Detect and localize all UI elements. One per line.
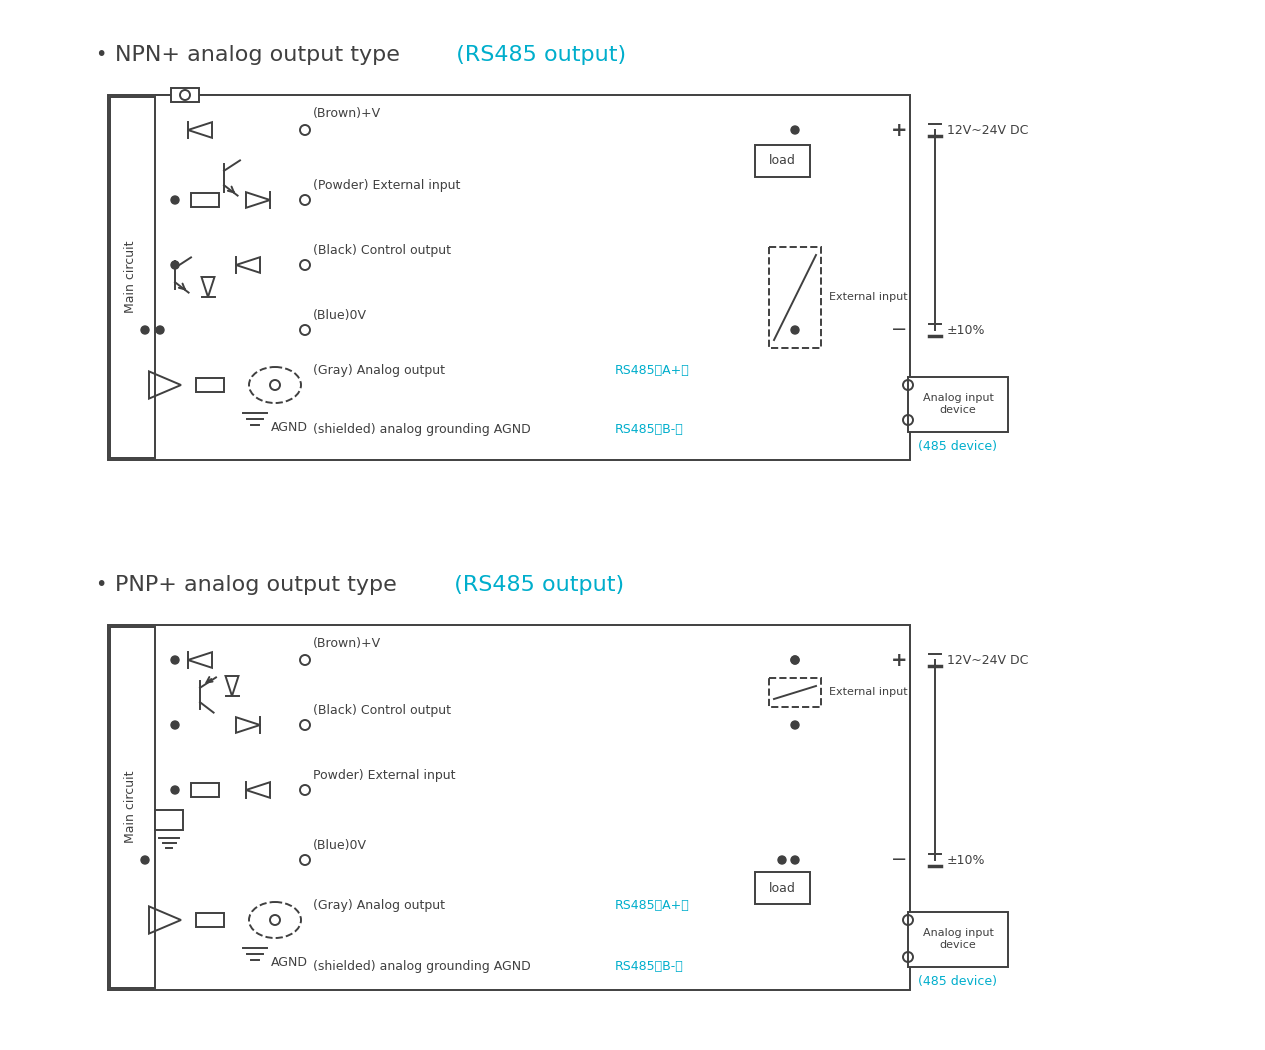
Text: −: − — [891, 850, 907, 869]
Text: load: load — [769, 154, 796, 168]
Text: AGND: AGND — [271, 956, 307, 969]
Text: 12V~24V DC: 12V~24V DC — [947, 124, 1028, 136]
Bar — [769, 678, 821, 707]
Bar — [191, 783, 219, 797]
Text: •: • — [95, 575, 106, 594]
Bar — [108, 625, 910, 990]
Text: (Powder) External input: (Powder) External input — [312, 178, 460, 192]
Circle shape — [156, 326, 164, 334]
Text: NPN+ analog output type: NPN+ analog output type — [115, 45, 400, 65]
Bar — [196, 914, 224, 927]
Text: ±10%: ±10% — [947, 323, 985, 336]
Bar — [908, 912, 1008, 967]
Text: RS485（A+）: RS485（A+） — [615, 364, 689, 377]
Circle shape — [791, 656, 799, 664]
Text: (RS485 output): (RS485 output) — [441, 45, 626, 65]
Bar — [769, 247, 821, 348]
Circle shape — [791, 721, 799, 729]
Text: (Brown)+V: (Brown)+V — [312, 637, 381, 650]
Text: (RS485 output): (RS485 output) — [440, 575, 624, 595]
Text: (Blue)0V: (Blue)0V — [312, 839, 367, 852]
Text: Main circuit: Main circuit — [124, 240, 138, 313]
Circle shape — [791, 326, 799, 334]
Text: (485 device): (485 device) — [918, 975, 998, 988]
Bar — [196, 378, 224, 392]
Circle shape — [791, 126, 799, 134]
Bar — [108, 94, 910, 460]
Text: RS485（B-）: RS485（B-） — [615, 423, 684, 436]
Text: Analog input
device: Analog input device — [922, 928, 993, 950]
Circle shape — [171, 656, 180, 664]
Text: (Gray) Analog output: (Gray) Analog output — [312, 899, 445, 912]
Text: Main circuit: Main circuit — [124, 771, 138, 843]
Text: •: • — [95, 45, 106, 64]
Text: RS485（A+）: RS485（A+） — [615, 899, 689, 912]
Circle shape — [171, 786, 180, 794]
Circle shape — [171, 261, 180, 269]
Text: (shielded) analog grounding AGND: (shielded) analog grounding AGND — [312, 960, 531, 973]
Text: −: − — [891, 320, 907, 339]
Text: (Blue)0V: (Blue)0V — [312, 309, 367, 322]
Bar — [156, 810, 183, 830]
Text: External input: External input — [829, 292, 907, 302]
Bar — [908, 377, 1008, 432]
Text: (Black) Control output: (Black) Control output — [312, 704, 452, 717]
Text: (Gray) Analog output: (Gray) Analog output — [312, 364, 445, 377]
Bar — [110, 627, 156, 988]
Circle shape — [791, 656, 799, 664]
Bar — [755, 872, 810, 904]
Bar — [755, 145, 810, 177]
Bar — [171, 88, 199, 102]
Text: (Brown)+V: (Brown)+V — [312, 107, 381, 120]
Circle shape — [140, 326, 149, 334]
Text: Analog input
device: Analog input device — [922, 393, 993, 415]
Circle shape — [140, 856, 149, 864]
Text: load: load — [769, 882, 796, 895]
Text: Powder) External input: Powder) External input — [312, 769, 455, 782]
Text: RS485（B-）: RS485（B-） — [615, 960, 684, 973]
Text: (485 device): (485 device) — [918, 440, 998, 453]
Circle shape — [171, 196, 180, 204]
Text: 12V~24V DC: 12V~24V DC — [947, 653, 1028, 667]
Text: AGND: AGND — [271, 421, 307, 434]
Circle shape — [778, 856, 786, 864]
Text: +: + — [891, 651, 907, 670]
Circle shape — [171, 721, 180, 729]
Text: ±10%: ±10% — [947, 854, 985, 866]
Bar — [110, 97, 156, 458]
Text: (shielded) analog grounding AGND: (shielded) analog grounding AGND — [312, 423, 531, 436]
Text: External input: External input — [829, 687, 907, 697]
Text: PNP+ analog output type: PNP+ analog output type — [115, 575, 397, 595]
Circle shape — [791, 856, 799, 864]
Bar — [191, 193, 219, 207]
Text: +: + — [891, 121, 907, 140]
Text: (Black) Control output: (Black) Control output — [312, 244, 452, 257]
